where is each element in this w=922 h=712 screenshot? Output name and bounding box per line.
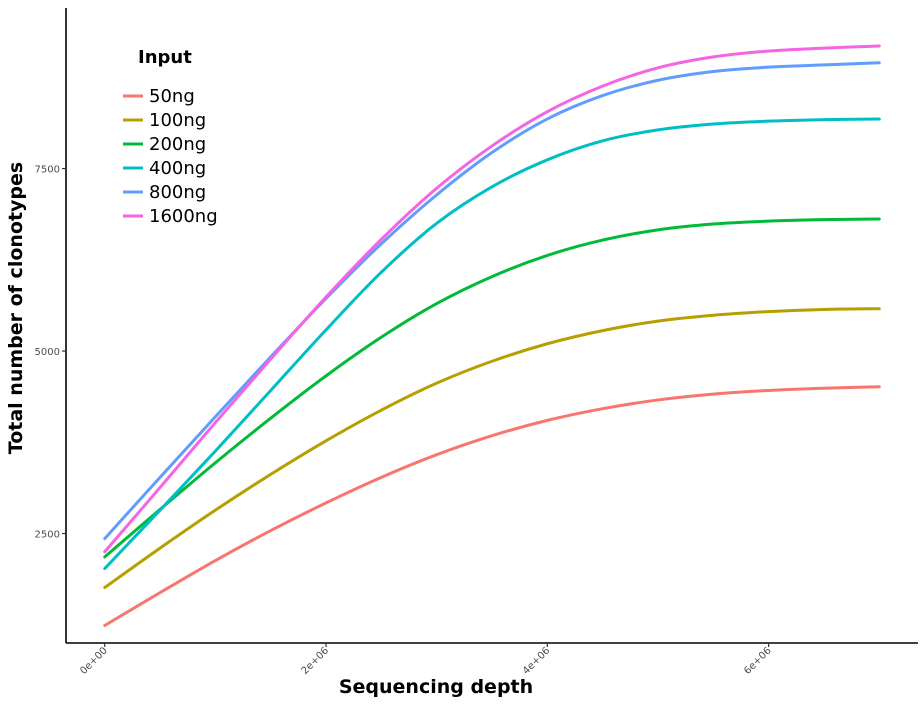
x-axis-ticks: 0e+00 2e+06 4e+06 6e+06 (78, 643, 774, 677)
series-line-800ng (103, 61, 881, 541)
y-tick-label: 2500 (35, 530, 60, 541)
x-axis-title: Sequencing depth (339, 676, 533, 698)
series-line-200ng (103, 217, 881, 559)
series-lines (103, 44, 881, 627)
legend-label-100ng: 100ng (149, 110, 206, 131)
series-line-1600ng (103, 44, 881, 554)
legend-label-800ng: 800ng (149, 182, 206, 203)
x-tick-label: 2e+06 (300, 645, 332, 677)
series-line-100ng (103, 307, 881, 590)
y-tick-label: 7500 (35, 165, 60, 176)
legend-label-400ng: 400ng (149, 158, 206, 179)
series-line-50ng (103, 385, 881, 627)
legend-title: Input (138, 47, 192, 68)
legend-label-50ng: 50ng (149, 86, 195, 107)
legend-label-1600ng: 1600ng (149, 206, 218, 227)
x-tick-label: 0e+00 (78, 645, 110, 677)
x-tick-label: 4e+06 (521, 645, 553, 677)
x-tick-label: 6e+06 (742, 645, 774, 677)
y-axis-ticks: 2500 5000 7500 (35, 165, 66, 541)
legend: Input 50ng 100ng 200ng 400ng 800ng 1600ng (123, 47, 218, 227)
legend-label-200ng: 200ng (149, 134, 206, 155)
y-tick-label: 5000 (35, 347, 60, 358)
y-axis-title: Total number of clonotypes (5, 162, 27, 454)
series-line-400ng (103, 117, 881, 571)
